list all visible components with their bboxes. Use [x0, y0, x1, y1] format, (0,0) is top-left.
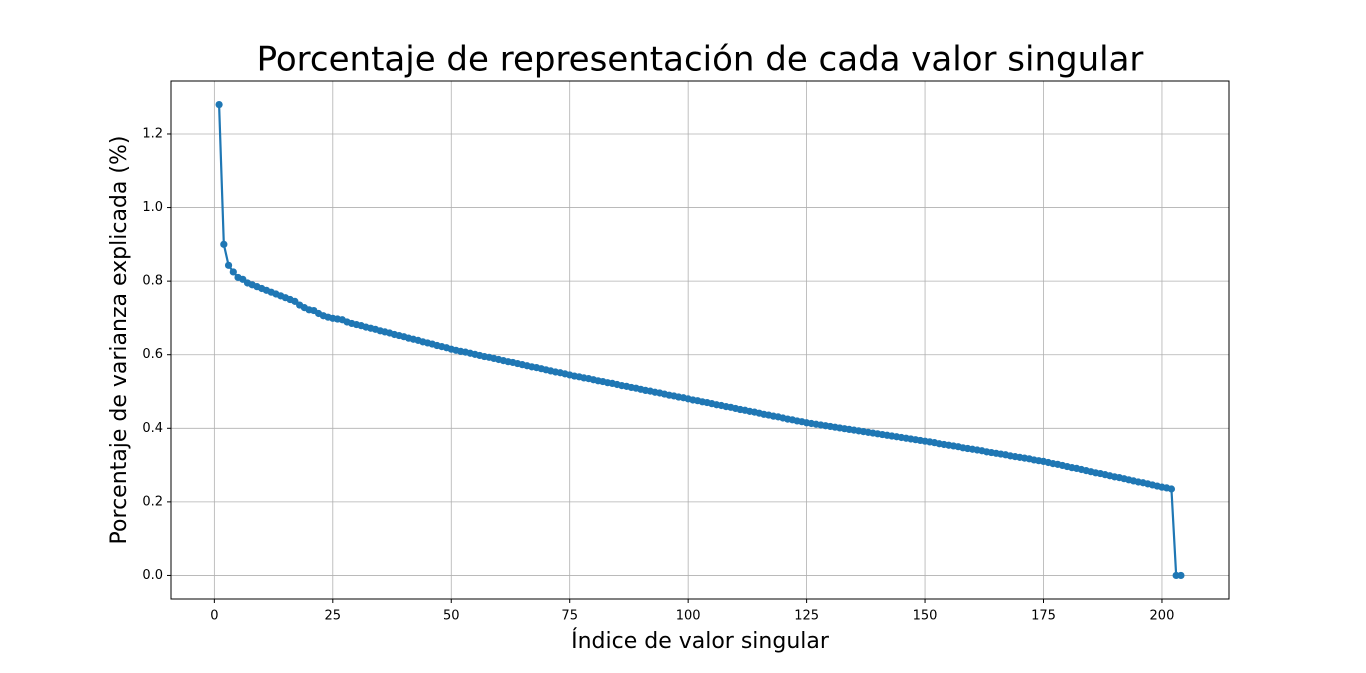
- y-tick-label: 1.0: [142, 200, 163, 215]
- data-point: [229, 268, 237, 276]
- data-point: [215, 100, 223, 109]
- y-tick-label: 1.2: [142, 126, 163, 141]
- y-tick-label: 0.6: [142, 347, 163, 362]
- x-tick-label: 175: [1031, 609, 1056, 624]
- x-tick-label: 100: [676, 609, 701, 624]
- y-tick-label: 0.2: [142, 494, 163, 509]
- x-tick-label: 125: [794, 609, 819, 624]
- x-axis-label: Índice de valor singular: [571, 628, 830, 654]
- data-point: [1177, 571, 1185, 580]
- y-axis-label: Porcentaje de varianza explicada (%): [107, 136, 132, 545]
- x-tick-label: 200: [1150, 609, 1175, 624]
- x-tick-label: 75: [561, 609, 578, 624]
- x-tick-label: 25: [325, 609, 342, 624]
- x-tick-label: 150: [913, 609, 938, 624]
- data-point: [1167, 485, 1176, 493]
- data-line: [217, 104, 1181, 577]
- data-point: [220, 240, 228, 248]
- y-tick-label: 0.0: [142, 568, 163, 583]
- data-point: [224, 261, 233, 269]
- y-tick-label: 0.8: [142, 274, 163, 289]
- x-tick-label: 50: [443, 609, 460, 624]
- x-tick-label: 0: [210, 609, 218, 624]
- chart-title: Porcentaje de representación de cada val…: [257, 40, 1144, 80]
- plot-frame: [170, 80, 1230, 600]
- y-tick-label: 0.4: [142, 421, 163, 436]
